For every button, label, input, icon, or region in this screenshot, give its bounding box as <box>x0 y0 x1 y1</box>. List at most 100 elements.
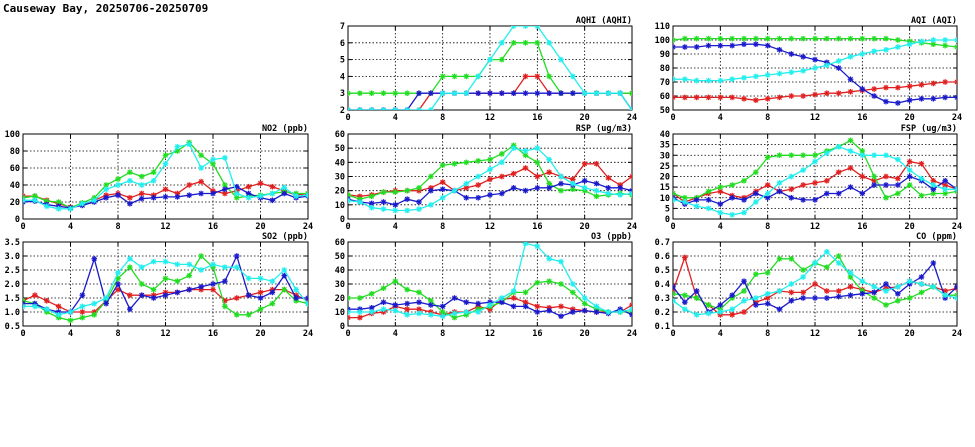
data-point-red <box>186 182 193 188</box>
data-point-cyan <box>534 145 541 151</box>
data-point-green <box>198 253 204 259</box>
data-point-green <box>368 193 375 200</box>
data-point-blue <box>593 180 600 187</box>
data-point-cyan <box>380 206 387 212</box>
data-point-cyan <box>222 264 228 270</box>
data-point-blue <box>776 306 783 312</box>
data-point-green <box>847 137 854 144</box>
data-point-blue <box>729 292 735 298</box>
data-point-red <box>222 190 228 197</box>
data-point-blue <box>629 312 632 318</box>
data-point-cyan <box>788 281 795 287</box>
data-point-cyan <box>570 281 576 287</box>
data-point-blue <box>534 90 541 96</box>
data-point-red <box>439 179 446 185</box>
data-point-blue <box>918 96 925 102</box>
data-point-blue <box>186 286 193 293</box>
data-point-cyan <box>416 310 422 317</box>
data-point-green <box>392 90 399 96</box>
series-cyan <box>673 143 957 218</box>
data-point-cyan <box>416 206 422 212</box>
data-point-blue <box>269 197 276 204</box>
data-point-cyan <box>23 303 26 310</box>
data-point-blue <box>281 272 288 279</box>
data-point-red <box>257 180 264 187</box>
data-point-cyan <box>293 193 299 199</box>
x-tick-label: 12 <box>810 329 820 339</box>
data-point-red <box>883 84 889 91</box>
data-point-green <box>753 35 759 42</box>
data-point-cyan <box>954 186 957 193</box>
data-point-cyan <box>954 37 957 43</box>
x-tick-label: 8 <box>765 222 770 232</box>
data-point-cyan <box>629 107 632 110</box>
data-point-cyan <box>293 286 299 293</box>
data-point-green <box>871 35 877 42</box>
data-point-red <box>257 289 264 296</box>
data-point-cyan <box>404 207 410 214</box>
data-point-red <box>198 178 204 185</box>
series-cyan <box>23 141 308 212</box>
data-point-blue <box>673 44 676 50</box>
data-point-cyan <box>499 40 505 46</box>
data-point-blue <box>895 100 901 106</box>
plot-area <box>23 139 308 212</box>
data-point-cyan <box>729 306 735 312</box>
data-point-blue <box>127 306 133 312</box>
data-point-red <box>800 182 806 188</box>
data-point-red <box>558 303 564 310</box>
data-point-cyan <box>581 90 588 96</box>
data-point-green <box>368 291 375 297</box>
data-point-blue <box>717 42 724 49</box>
data-point-blue <box>150 295 157 301</box>
data-point-red <box>32 292 38 298</box>
data-point-red <box>835 169 842 176</box>
data-point-green <box>150 169 157 176</box>
data-point-cyan <box>895 156 901 163</box>
data-point-blue <box>222 186 228 193</box>
data-point-red <box>835 90 842 96</box>
data-point-cyan <box>824 62 830 68</box>
data-point-green <box>380 285 387 291</box>
y-tick-label: 80 <box>660 64 670 74</box>
data-point-cyan <box>895 44 901 50</box>
x-tick-label: 20 <box>580 222 590 232</box>
data-point-cyan <box>245 194 252 201</box>
data-point-green <box>788 256 795 262</box>
y-tick-label: 25 <box>660 162 670 172</box>
data-point-cyan <box>824 150 830 156</box>
data-point-cyan <box>269 190 276 197</box>
data-point-blue <box>392 302 399 308</box>
chart-panel-6: SO2 (ppb) 0 4 8 12 16 20 24 0.5 1.0 1.5 2.0 2.5 3.0 3.… <box>5 232 313 339</box>
data-point-green <box>404 90 410 96</box>
data-point-blue <box>906 173 913 180</box>
data-point-cyan <box>534 243 541 249</box>
data-point-cyan <box>23 197 26 204</box>
data-point-blue <box>729 194 735 201</box>
data-point-blue <box>416 90 422 96</box>
chart-title: AQI (AQI) <box>911 16 957 26</box>
data-point-cyan <box>558 173 564 180</box>
data-point-cyan <box>32 303 38 310</box>
data-point-green <box>487 156 493 163</box>
data-point-red <box>233 295 240 301</box>
data-point-green <box>705 302 712 308</box>
x-tick-label: 8 <box>115 222 120 232</box>
data-point-green <box>741 177 747 184</box>
data-point-red <box>357 314 363 321</box>
data-point-red <box>693 94 700 101</box>
x-tick-label: 0 <box>670 329 675 339</box>
data-point-cyan <box>617 192 623 198</box>
data-point-cyan <box>499 159 505 166</box>
data-point-cyan <box>522 242 529 247</box>
data-point-cyan <box>487 56 493 63</box>
data-point-green <box>776 152 783 159</box>
data-point-blue <box>764 42 771 49</box>
x-tick-label: 0 <box>20 329 25 339</box>
data-point-cyan <box>593 303 600 310</box>
data-point-cyan <box>392 207 399 214</box>
data-point-blue <box>522 303 529 310</box>
data-point-cyan <box>942 292 948 298</box>
data-point-red <box>753 97 759 103</box>
data-point-red <box>269 183 276 190</box>
